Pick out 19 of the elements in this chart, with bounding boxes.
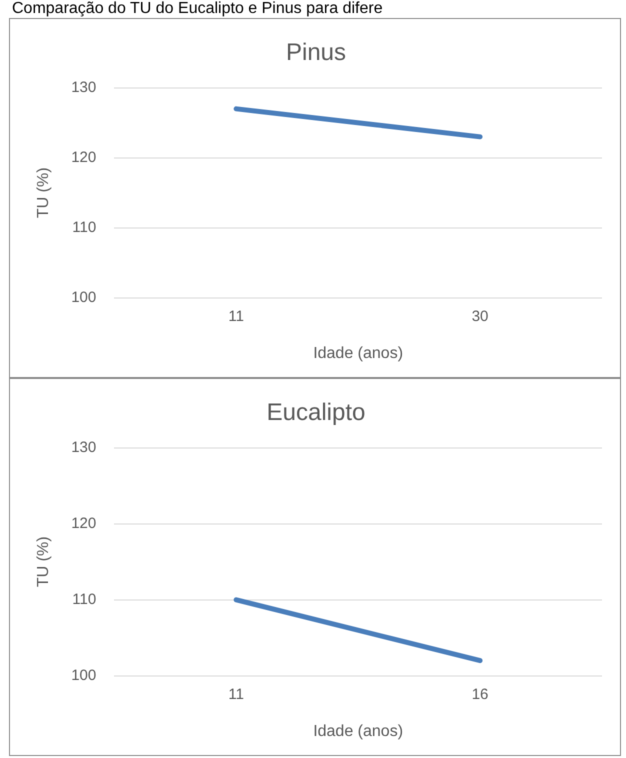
y-tick-label: 110	[72, 218, 96, 236]
chart-title: Eucalipto	[266, 399, 366, 426]
x-axis-title: Idade (anos)	[313, 722, 404, 740]
y-tick-label: 130	[71, 438, 96, 456]
y-axis-title: TU (%)	[35, 536, 52, 588]
x-axis-title: Idade (anos)	[313, 344, 404, 362]
x-tick-label: 16	[472, 686, 488, 703]
y-tick-label: 120	[71, 514, 96, 532]
x-tick-label: 11	[228, 686, 244, 703]
x-tick-label: 30	[472, 308, 488, 325]
y-tick-label: 120	[71, 148, 96, 166]
x-tick-label: 11	[228, 308, 244, 325]
chart-title: Pinus	[286, 39, 346, 66]
text: Comparação do TU do Eucalipto e Pinus para difere	[11, 0, 384, 18]
y-tick-label: 100	[71, 288, 96, 306]
y-tick-label: 110	[72, 590, 96, 608]
y-tick-label: 130	[71, 78, 96, 96]
y-axis-title: TU (%)	[35, 167, 52, 218]
y-tick-label: 100	[71, 666, 96, 684]
